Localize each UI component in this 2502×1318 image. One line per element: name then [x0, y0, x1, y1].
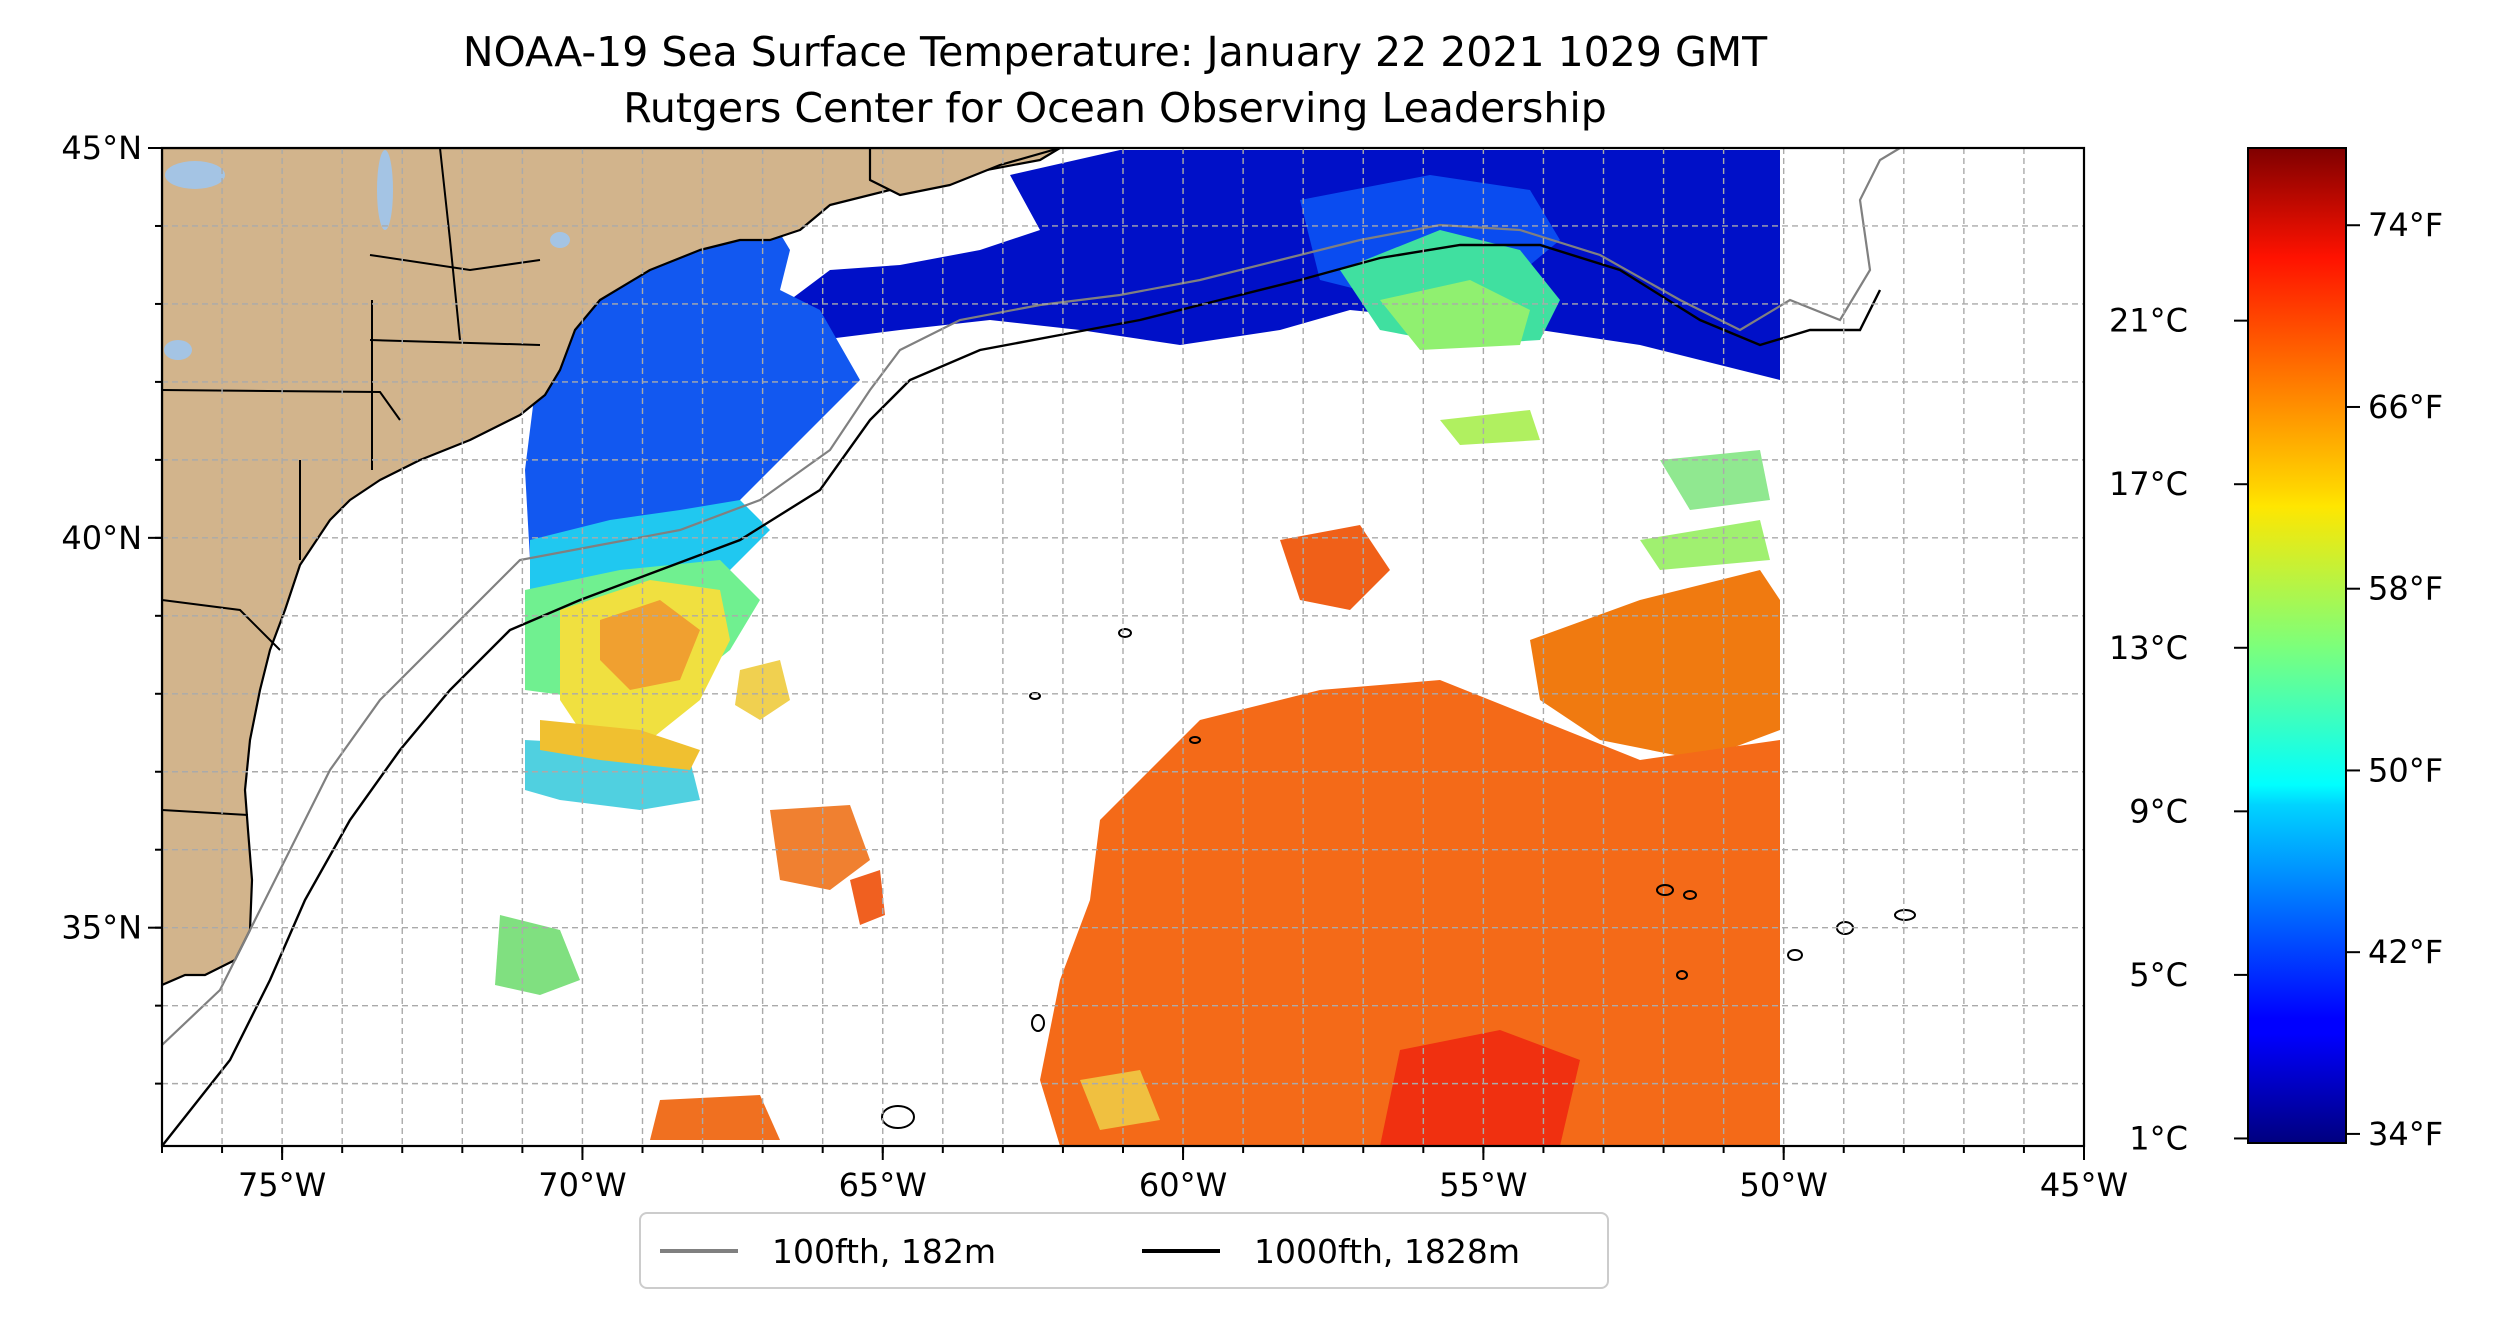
sst-patch-warm-east	[1530, 570, 1780, 760]
sst-patch-shelf-orange	[600, 600, 700, 690]
colorbar-fahrenheit-label: 50°F	[2368, 751, 2443, 789]
seamount-4	[1656, 884, 1674, 896]
legend-label-1000fth: 1000fth, 1828m	[1254, 1232, 1520, 1271]
colorbar-celsius-label: 1°C	[2129, 1119, 2188, 1157]
state-line-2	[369, 339, 541, 346]
seamount-8	[1787, 949, 1803, 961]
state-line-3	[439, 148, 461, 341]
contour-1000fth	[162, 243, 1882, 1146]
gridlines	[162, 148, 2084, 1146]
sst-patch-sw-yellow	[540, 720, 700, 770]
state-line-6	[162, 809, 249, 816]
lat-tick-label: 40°N	[61, 519, 142, 557]
sst-patch-e-green	[1640, 520, 1770, 570]
title-line-2: Rutgers Center for Ocean Observing Leade…	[623, 84, 1607, 132]
sst-patch-warm-south	[1040, 680, 1780, 1146]
sst-patch-n-green	[1660, 450, 1770, 510]
state-line-5	[162, 599, 281, 651]
colorbar-celsius-label: 17°C	[2109, 465, 2188, 503]
lake-1	[165, 161, 225, 189]
lon-tick-label: 75°W	[238, 1166, 326, 1204]
seamount-9	[1676, 970, 1688, 980]
colorbar-fahrenheit-label: 58°F	[2368, 570, 2443, 608]
state-line-1	[162, 389, 401, 421]
colorbar: 1°C 5°C 9°C 13°C 17°C 21°C 34°F 42°F 50°F 58°F 66…	[2109, 147, 2443, 1157]
sst-patch-sw-green	[495, 915, 580, 995]
sst-patch-warm-yellow	[1080, 1070, 1160, 1130]
lon-tick-label: 70°W	[538, 1166, 626, 1204]
sst-patch-n-yellowgreen	[1440, 410, 1540, 445]
colorbar-fahrenheit-axis: 34°F 42°F 50°F 58°F 66°F 74°F	[2346, 206, 2443, 1153]
lat-tick-label: 45°N	[61, 129, 142, 167]
seamount-2	[1029, 692, 1041, 700]
colorbar-fahrenheit-label: 74°F	[2368, 206, 2443, 244]
seamount-7	[1894, 909, 1916, 921]
map-panel	[162, 148, 2084, 1146]
land-nova-scotia	[868, 148, 1062, 197]
legend-box	[639, 1212, 1609, 1289]
seamount-5	[1683, 890, 1697, 900]
legend: 100fth, 182m 1000fth, 1828m	[639, 1212, 1609, 1289]
sst-patch-sw-orange	[770, 805, 870, 890]
sst-patch-sw-orange-2	[850, 870, 885, 925]
seamount-11	[1031, 1014, 1045, 1032]
lon-tick-label: 50°W	[1740, 1166, 1828, 1204]
colorbar-celsius-label: 5°C	[2129, 956, 2188, 994]
colorbar-gradient	[2247, 147, 2347, 1144]
colorbar-celsius-axis: 1°C 5°C 9°C 13°C 17°C 21°C	[2109, 302, 2248, 1157]
seamount-3	[1189, 736, 1201, 744]
colorbar-celsius-label: 21°C	[2109, 302, 2188, 340]
lake-4	[550, 232, 570, 248]
title-line-1: NOAA-19 Sea Surface Temperature: January…	[463, 28, 1768, 76]
lake-2	[377, 150, 393, 230]
colorbar-celsius-label: 13°C	[2109, 629, 2188, 667]
longitude-axis: 75°W 70°W 65°W 60°W 55°W 50°W 45°W	[161, 1146, 2128, 1204]
state-boundaries	[162, 148, 541, 816]
sst-patch-green	[1380, 280, 1530, 350]
latitude-axis: 45°N 40°N 35°N	[61, 129, 162, 1085]
lakes	[164, 150, 570, 360]
land-north-america	[162, 148, 1062, 987]
sst-patch-central-orange	[1280, 525, 1390, 610]
legend-label-100fth: 100fth, 182m	[772, 1232, 996, 1271]
seamount-1	[1118, 628, 1132, 638]
state-line-4	[369, 254, 541, 272]
lake-3	[164, 340, 192, 360]
colorbar-fahrenheit-label: 34°F	[2368, 1115, 2443, 1153]
lon-tick-label: 60°W	[1139, 1166, 1227, 1204]
sst-patch-warm-red	[1380, 1030, 1580, 1146]
sst-patch-shelf-cyan	[530, 500, 770, 600]
lon-tick-label: 55°W	[1439, 1166, 1527, 1204]
lat-tick-label: 35°N	[61, 909, 142, 947]
land	[162, 148, 1062, 987]
contour-100fth	[162, 148, 1901, 1046]
sst-patch-s-orange	[650, 1095, 780, 1140]
lon-tick-label: 65°W	[839, 1166, 927, 1204]
seamount-10	[881, 1105, 915, 1129]
colorbar-fahrenheit-label: 66°F	[2368, 388, 2443, 426]
lon-tick-label: 45°W	[2040, 1166, 2128, 1204]
colorbar-fahrenheit-label: 42°F	[2368, 933, 2443, 971]
colorbar-celsius-label: 9°C	[2129, 792, 2188, 830]
